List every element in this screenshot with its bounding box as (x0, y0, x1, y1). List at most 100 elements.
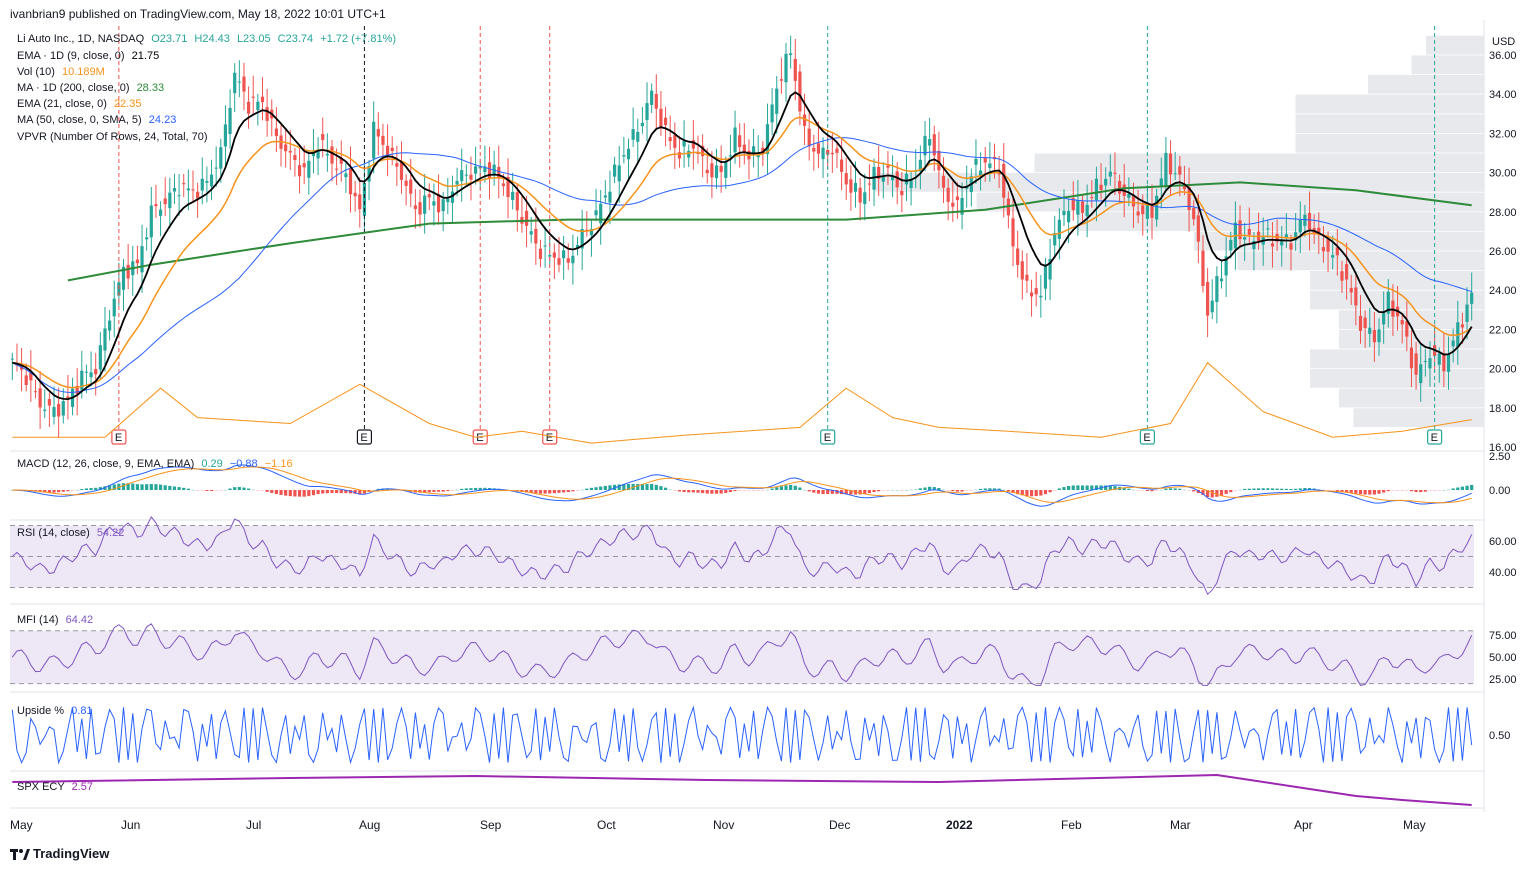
candle-body (362, 182, 367, 216)
macd-histogram-bar (251, 489, 255, 491)
candle-body (779, 79, 783, 81)
macd-histogram-bar (441, 490, 445, 492)
macd-histogram-bar (330, 490, 334, 494)
macd-histogram-bar (1215, 490, 1219, 497)
candle-body (423, 195, 427, 214)
candle-body (552, 252, 556, 258)
legend-close: C23.74 (277, 33, 314, 45)
macd-histogram-bar (469, 488, 473, 490)
legend-change: +1.72 (+7.81%) (320, 33, 397, 45)
macd-histogram-bar (1224, 490, 1228, 494)
candle-body (580, 229, 584, 249)
candle-body (1080, 201, 1085, 213)
ma50-line (12, 137, 1472, 393)
legend-vpvr[interactable]: VPVR (Number Of Rows, 24, Total, 70) (17, 131, 208, 143)
candle-body (1090, 197, 1094, 199)
legend-ema21[interactable]: EMA (21, close, 0) 22.35 (17, 98, 141, 110)
macd-histogram-bar (1261, 488, 1265, 490)
macd-histogram-bar (177, 487, 181, 490)
macd-histogram-bar (270, 490, 274, 493)
macd-histogram-bar (242, 487, 246, 490)
candle-body (1094, 178, 1099, 201)
candle-body (937, 150, 941, 171)
candle-body (464, 174, 468, 176)
macd-histogram-bar (575, 490, 580, 491)
vpvr-row (1426, 35, 1484, 55)
vpvr-row (1295, 133, 1484, 153)
legend-rsi[interactable]: RSI (14, close) 54.22 (17, 527, 124, 539)
candle-body (1284, 234, 1288, 239)
macd-histogram-bar (1034, 490, 1038, 497)
candle-body (1182, 183, 1187, 190)
candle-body (274, 128, 278, 137)
macd-histogram-bar (1451, 488, 1455, 490)
candle-body (900, 190, 904, 196)
candle-body (742, 144, 746, 153)
tradingview-footer[interactable]: TradingView (10, 846, 109, 861)
legend-mfi[interactable]: MFI (14) 64.42 (17, 614, 93, 626)
price-tick-label: 36.00 (1489, 50, 1517, 62)
candle-body (1344, 264, 1349, 280)
legend-ma50[interactable]: MA (50, close, 0, SMA, 5) 24.23 (17, 114, 176, 126)
candle-body (1386, 291, 1390, 314)
legend-macd[interactable]: MACD (12, 26, close, 9, EMA, EMA) 0.29 −… (17, 458, 293, 470)
price-tick-label: 24.00 (1489, 285, 1517, 297)
macd-histogram-bar (307, 490, 311, 497)
macd-histogram-bar (1294, 488, 1298, 490)
candle-body (335, 168, 339, 170)
earnings-badge (820, 429, 836, 445)
candle-body (951, 202, 955, 207)
macd-histogram-bar (436, 490, 441, 492)
rsi-tick-label: 60.00 (1489, 536, 1517, 548)
candle-body (1159, 178, 1163, 187)
candle-body (895, 171, 899, 188)
macd-histogram-bar (677, 490, 682, 492)
legend-ema9[interactable]: EMA · 1D (9, close, 0) 21.75 (17, 50, 159, 62)
month-label: Jun (121, 818, 140, 832)
month-label: Oct (597, 818, 616, 832)
macd-histogram-bar (687, 490, 691, 493)
macd-histogram-bar (890, 489, 895, 491)
candle-body (1168, 153, 1173, 175)
candle-body (376, 129, 380, 137)
macd-histogram-bar (622, 484, 626, 490)
macd-histogram-bar (1284, 488, 1288, 490)
legend-open: O23.71 (151, 33, 188, 45)
tradingview-logo-icon (10, 848, 30, 860)
macd-histogram-bar (61, 490, 65, 492)
month-label: Aug (359, 818, 380, 832)
currency-label: USD (1492, 36, 1515, 48)
legend-upside[interactable]: Upside % 0.81 (17, 705, 93, 717)
candle-body (654, 93, 658, 109)
macd-histogram-bar (1275, 488, 1279, 490)
candle-body (344, 173, 348, 178)
legend-vol[interactable]: Vol (10) 10.189M (17, 66, 105, 78)
macd-histogram-bar (1433, 490, 1437, 491)
mfi-tick-label: 50.00 (1489, 652, 1517, 664)
vpvr-row (1339, 388, 1484, 408)
legend-ma200[interactable]: MA · 1D (200, close, 0) 28.33 (17, 82, 164, 94)
macd-histogram-bar (284, 490, 288, 496)
candle-body (348, 167, 353, 195)
macd-histogram-bar (1011, 490, 1015, 493)
legend-spx[interactable]: SPX ECY 2.57 (17, 781, 93, 793)
candle-body (191, 189, 195, 191)
candle-body (534, 228, 538, 244)
vpvr-row (976, 192, 1484, 212)
macd-histogram-bar (372, 489, 376, 491)
macd-tick-label: 0.00 (1489, 485, 1510, 497)
candle-body (538, 248, 543, 259)
candle-body (622, 155, 626, 157)
candle-body (802, 114, 807, 126)
candle-body (66, 396, 70, 399)
candle-body (1057, 219, 1061, 239)
legend-symbol[interactable]: Li Auto Inc., 1D, NASDAQ (17, 33, 145, 45)
macd-histogram-bar (1386, 490, 1390, 492)
macd-histogram-bar (1428, 490, 1432, 491)
footer-brand: TradingView (33, 846, 110, 861)
macd-histogram-bar (789, 484, 793, 490)
macd-histogram-bar (1298, 488, 1302, 490)
macd-histogram-bar (1196, 490, 1200, 494)
candle-body (710, 163, 714, 178)
